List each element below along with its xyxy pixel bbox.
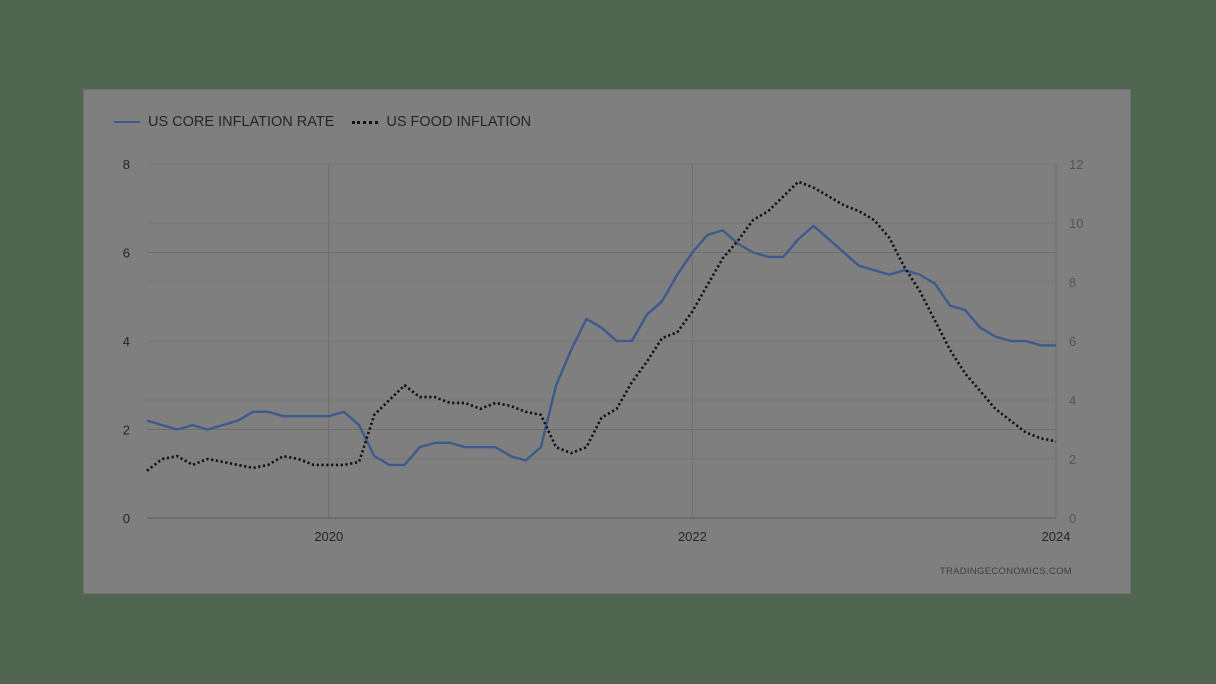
legend-swatch-core [114, 121, 140, 123]
right-tick-label: 0 [1069, 511, 1076, 526]
left-tick-label: 2 [123, 423, 130, 438]
watermark: TRADINGECONOMICS.COM [939, 566, 1072, 577]
right-tick-label: 6 [1069, 334, 1076, 349]
core-inflation-line[interactable] [146, 224, 1056, 467]
left-tick-label: 4 [123, 334, 130, 349]
left-tick-label: 6 [123, 246, 130, 261]
chart-svg: 0 2 4 6 8 0 2 4 6 8 10 12 2020 2022 2024 [123, 157, 1084, 544]
x-tick-label: 2022 [678, 529, 707, 544]
left-tick-label: 8 [123, 157, 130, 172]
legend-label-core: US CORE INFLATION RATE [148, 114, 335, 130]
x-tick-label: 2024 [1042, 529, 1071, 544]
chart-panel: 0 2 4 6 8 0 2 4 6 8 10 12 2020 2022 2024 US CORE INFLA… [83, 89, 1131, 594]
legend-item-food[interactable]: US FOOD INFLATION [352, 114, 531, 130]
chart-legend: US CORE INFLATION RATE US FOOD INFLATION [114, 114, 549, 130]
right-tick-label: 10 [1069, 216, 1083, 231]
x-tick-label: 2020 [314, 529, 343, 544]
right-tick-label: 12 [1069, 157, 1083, 172]
right-tick-label: 8 [1069, 275, 1076, 290]
legend-label-food: US FOOD INFLATION [386, 114, 532, 130]
legend-swatch-food [352, 120, 379, 124]
right-tick-label: 4 [1069, 393, 1076, 408]
left-tick-label: 0 [123, 511, 130, 526]
right-tick-label: 2 [1069, 452, 1076, 467]
food-inflation-line[interactable] [146, 180, 1057, 472]
legend-item-core[interactable]: US CORE INFLATION RATE [114, 114, 334, 130]
